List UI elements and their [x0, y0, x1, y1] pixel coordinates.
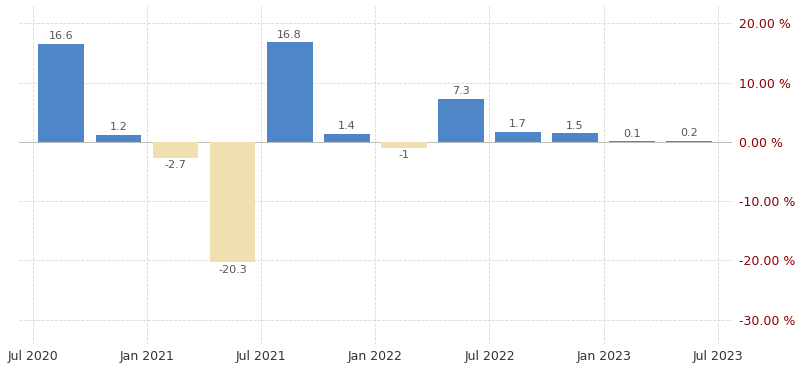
Bar	[438, 99, 484, 142]
Text: 0.2: 0.2	[680, 128, 698, 138]
Text: 0.1: 0.1	[623, 129, 641, 139]
Text: 1.5: 1.5	[566, 121, 584, 131]
Text: 16.6: 16.6	[49, 31, 74, 41]
Text: -20.3: -20.3	[218, 265, 247, 275]
Text: 1.4: 1.4	[338, 121, 356, 131]
Bar	[553, 133, 598, 142]
Text: 1.7: 1.7	[509, 120, 527, 130]
Bar	[210, 142, 256, 262]
Bar	[324, 134, 369, 142]
Text: 1.2: 1.2	[110, 123, 127, 132]
Text: 7.3: 7.3	[452, 86, 470, 96]
Bar	[610, 141, 655, 142]
Bar	[666, 141, 712, 142]
Bar	[495, 132, 541, 142]
Bar	[95, 135, 141, 142]
Text: 16.8: 16.8	[277, 30, 302, 40]
Bar	[381, 142, 427, 148]
Bar	[153, 142, 199, 158]
Text: -2.7: -2.7	[164, 160, 187, 170]
Bar	[267, 42, 312, 142]
Bar	[38, 44, 84, 142]
Text: -1: -1	[398, 150, 409, 160]
